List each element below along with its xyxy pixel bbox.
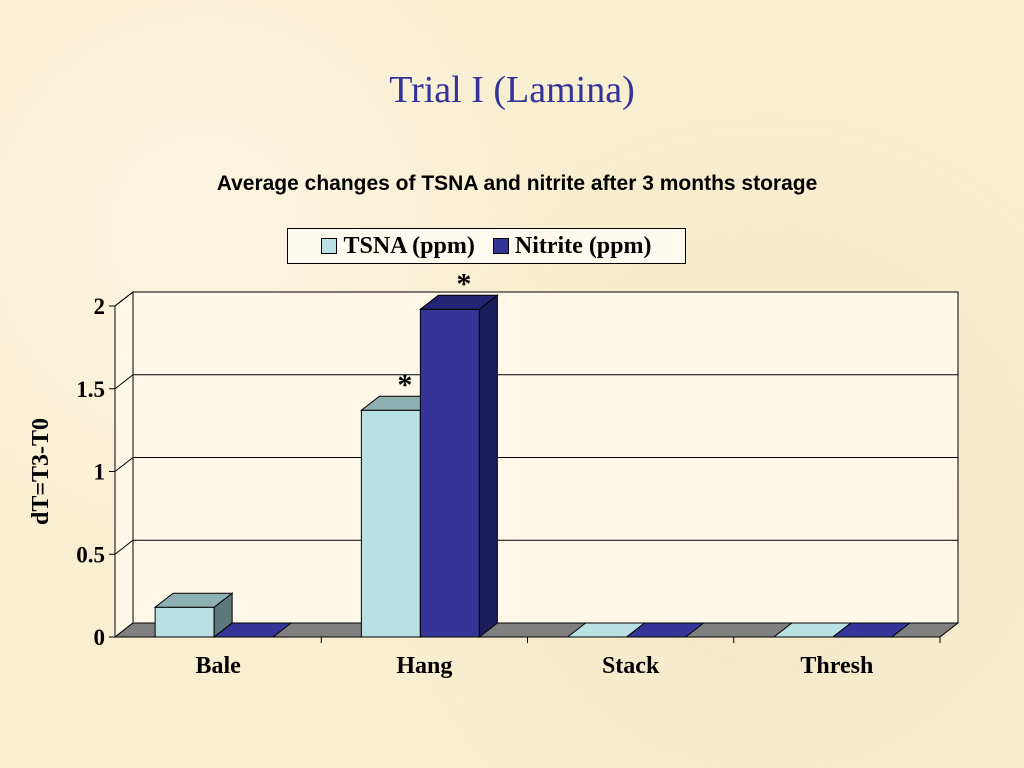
x-tick-label: Hang (396, 653, 452, 679)
significance-marker: * (456, 267, 471, 300)
y-tick-label: 0 (94, 625, 106, 650)
gridline (114, 539, 958, 555)
gridline (114, 374, 958, 390)
legend-swatch-tsna (321, 238, 338, 254)
chart-title: Average changes of TSNA and nitrite afte… (216, 172, 818, 195)
x-tick-label: Stack (602, 653, 660, 679)
bar-front (419, 308, 480, 638)
significance-marker: * (397, 368, 412, 401)
x-tick-label: Bale (195, 653, 241, 679)
bar-side (478, 294, 498, 639)
legend-label-nitrite: Nitrite (ppm) (514, 232, 652, 259)
bar-top (153, 592, 234, 608)
chart-legend: TSNA (ppm) Nitrite (ppm) (287, 228, 686, 264)
bar-top (212, 622, 293, 638)
y-tick-label: 1.5 (76, 377, 105, 402)
bar-top (625, 622, 706, 638)
x-tick-label: Thresh (800, 653, 873, 679)
gridline (114, 457, 958, 472)
legend-swatch-nitrite (492, 238, 509, 254)
y-tick-label: 2 (94, 294, 106, 319)
bar-top (831, 622, 912, 638)
bar-top (418, 294, 499, 310)
bar-front (360, 409, 421, 638)
legend-item-nitrite: Nitrite (ppm) (492, 232, 652, 260)
legend-item-tsna: TSNA (ppm) (321, 232, 475, 260)
y-axis-label: dT=T3-T0 (28, 418, 54, 525)
y-tick-label: 0.5 (76, 542, 105, 567)
gridline (114, 291, 958, 307)
slide-title: Trial I (Lamina) (389, 69, 635, 111)
bar-front (154, 606, 215, 638)
y-tick-label: 1 (94, 460, 106, 485)
legend-label-tsna: TSNA (ppm) (343, 232, 475, 259)
